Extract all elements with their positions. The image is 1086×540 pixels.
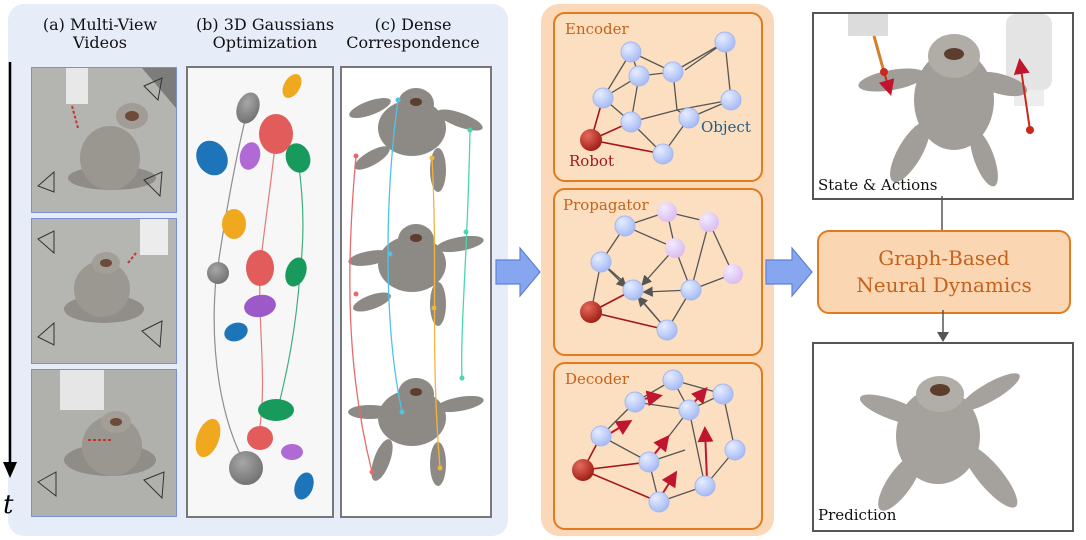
decoder-box: Decoder <box>553 362 763 530</box>
encoder-graph <box>580 31 742 165</box>
prediction-label: Prediction <box>818 506 897 524</box>
video-frame-2 <box>31 218 177 364</box>
dense-correspondence-title: (c) Dense Correspondence <box>346 15 480 52</box>
multi-view-videos-title: (a) Multi-View Videos <box>42 15 158 52</box>
arrow-to-dynamics <box>765 246 813 298</box>
arrow-dynamics-to-prediction <box>937 310 949 342</box>
prediction-box <box>812 342 1074 532</box>
decoder-label: Decoder <box>565 370 629 388</box>
robot-label: Robot <box>569 152 614 170</box>
gaussians-optimization-title: (b) 3D Gaussians Optimization <box>195 15 335 52</box>
time-arrow <box>3 62 17 478</box>
state-actions-box <box>812 12 1074 200</box>
arrow-to-graph <box>495 246 541 298</box>
decoder-graph <box>572 369 746 513</box>
object-label: Object <box>701 118 751 136</box>
dynamics-title-line2: Neural Dynamics <box>856 273 1032 297</box>
correspondence-box <box>340 66 492 518</box>
state-actions-label: State & Actions <box>818 176 938 194</box>
dynamics-title-line1: Graph-Based <box>878 246 1010 270</box>
connector-state-to-dynamics <box>941 196 943 230</box>
time-label: t <box>3 490 14 520</box>
gaussians-box <box>186 66 334 518</box>
encoder-label: Encoder <box>565 20 629 38</box>
video-frame-1 <box>31 67 177 213</box>
propagator-graph <box>580 202 743 341</box>
graph-based-neural-dynamics-box: Graph-Based Neural Dynamics <box>817 230 1071 314</box>
encoder-box: Encoder Object Robot <box>553 12 763 182</box>
propagator-label: Propagator <box>563 196 649 214</box>
propagator-box: Propagator <box>553 188 763 356</box>
video-frame-3 <box>31 369 177 517</box>
